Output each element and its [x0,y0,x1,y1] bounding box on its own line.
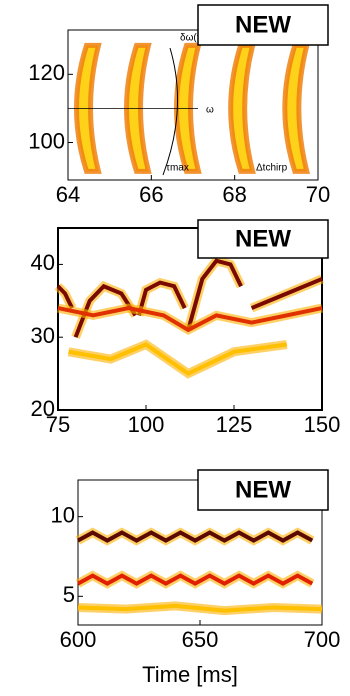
x-tick-label: 68 [222,182,246,207]
y-tick-label: 100 [28,128,65,153]
annotation: δω(t) [180,33,203,44]
x-tick-label: 125 [216,412,253,437]
x-axis-label: Time [ms] [142,662,238,687]
x-tick-label: 100 [128,412,165,437]
badge-box [197,219,329,259]
x-tick-label: 150 [304,412,341,437]
y-tick-label: 5 [63,582,75,607]
plot-marks [54,255,324,379]
x-tick-label: 700 [304,627,341,652]
y-tick-label: 20 [31,396,55,421]
delta-omega-curve [162,47,179,176]
x-tick-label: 70 [306,182,330,207]
ridge [77,573,314,586]
x-tick-label: 650 [182,627,219,652]
ridge [57,306,323,333]
y-tick-label: 10 [51,502,75,527]
ridge [77,530,314,543]
badge-box [197,469,329,511]
y-tick-label: 40 [31,250,55,275]
badge-box [197,4,329,46]
badge: NEW [235,476,291,503]
plot-marks [75,527,323,616]
x-tick-label: 64 [56,182,80,207]
x-tick-label: 75 [46,412,70,437]
badge: NEW [235,225,291,252]
annotation: ω [206,105,214,116]
y-tick-label: 120 [28,60,65,85]
ridge [77,603,323,613]
x-tick-label: 600 [60,627,97,652]
chirp [282,42,311,174]
ridge [68,342,288,376]
x-tick-label: 66 [139,182,163,207]
badge: NEW [235,11,291,38]
y-tick-label: 30 [31,323,55,348]
annotation: τmax [166,163,189,174]
chirp [228,42,256,174]
annotation: Δtchirp [256,163,288,174]
ridge [56,258,323,338]
